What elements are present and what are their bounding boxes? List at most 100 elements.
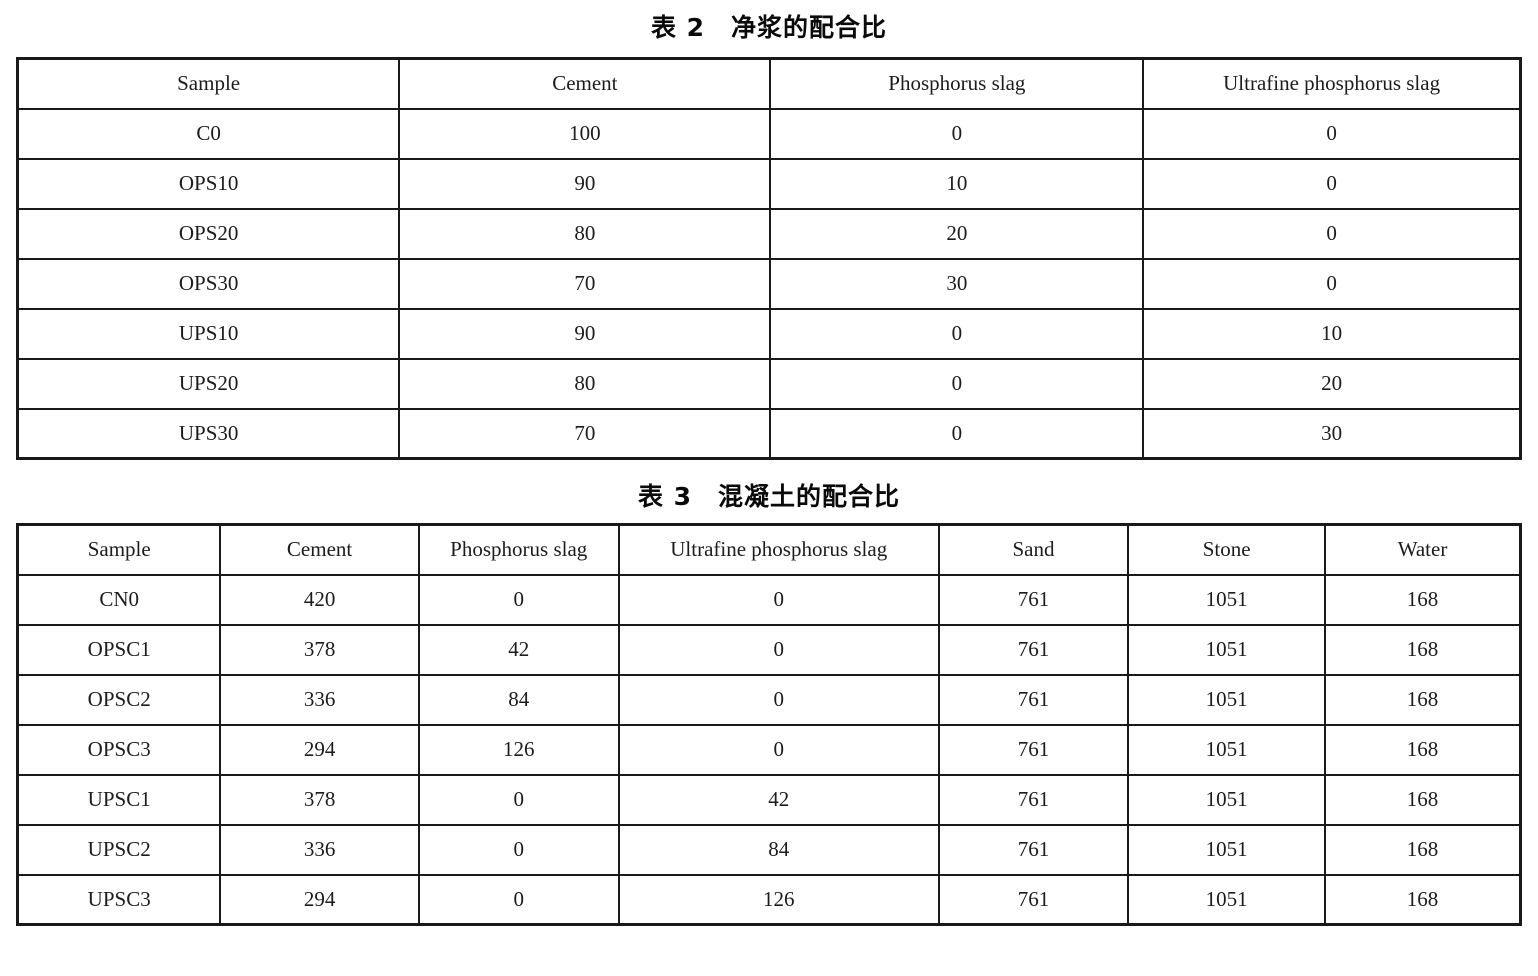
table-row: UPS20 80 0 20: [16, 357, 1522, 410]
table-cell: 42: [617, 773, 940, 826]
table-cell: UPS10: [16, 307, 401, 360]
table-row: OPSC2 336 84 0 761 1051 168: [16, 673, 1522, 726]
table-cell: 0: [417, 823, 620, 876]
table-cell: 0: [617, 573, 940, 626]
table-cell: 1051: [1127, 573, 1327, 626]
table-cell: 80: [398, 357, 772, 410]
table-cell: CN0: [16, 573, 222, 626]
table2-header-row: Sample Cement Phosphorus slag Ultrafine pho…: [16, 57, 1522, 110]
table-cell: 294: [219, 723, 420, 776]
table-cell: 0: [769, 307, 1145, 360]
table-cell: OPSC1: [16, 623, 222, 676]
table-cell: 0: [769, 107, 1145, 160]
table-cell: UPS30: [16, 407, 401, 460]
table-cell: 761: [937, 823, 1130, 876]
table-cell: 84: [417, 673, 620, 726]
table-cell: OPS30: [16, 257, 401, 310]
table-row: UPSC1 378 0 42 761 1051 168: [16, 773, 1522, 826]
table-cell: 80: [398, 207, 772, 260]
table-row: UPS30 70 0 30: [16, 407, 1522, 460]
table-cell: UPS20: [16, 357, 401, 410]
table-cell: 761: [937, 873, 1130, 926]
table-cell: 30: [1142, 407, 1522, 460]
table-row: C0 100 0 0: [16, 107, 1522, 160]
table-cell: 0: [417, 873, 620, 926]
table-cell: 168: [1324, 623, 1522, 676]
table-row: UPS10 90 0 10: [16, 307, 1522, 360]
table-cell: OPSC3: [16, 723, 222, 776]
table-cell: 0: [1142, 257, 1522, 310]
table-cell: 0: [617, 673, 940, 726]
table-cell: 20: [1142, 357, 1522, 410]
table-cell: 168: [1324, 673, 1522, 726]
table-row: UPSC2 336 0 84 761 1051 168: [16, 823, 1522, 876]
table-cell: 168: [1324, 823, 1522, 876]
table-cell: 0: [617, 723, 940, 776]
table-cell: 0: [1142, 157, 1522, 210]
table-cell: 90: [398, 307, 772, 360]
table-cell: 336: [219, 823, 420, 876]
table-cell: 1051: [1127, 623, 1327, 676]
table-cell: 761: [937, 773, 1130, 826]
column-header: Cement: [398, 57, 772, 110]
column-header: Stone: [1127, 523, 1327, 576]
column-header: Sample: [16, 523, 222, 576]
table-cell: 42: [417, 623, 620, 676]
table-cell: 0: [1142, 107, 1522, 160]
table-cell: 0: [1142, 207, 1522, 260]
table-row: OPS30 70 30 0: [16, 257, 1522, 310]
table-cell: 168: [1324, 723, 1522, 776]
table-cell: 761: [937, 623, 1130, 676]
paste-mix-proportion-table: Sample Cement Phosphorus slag Ultrafine pho…: [16, 57, 1522, 460]
table-cell: 168: [1324, 573, 1522, 626]
table-cell: 10: [769, 157, 1145, 210]
table-cell: 0: [769, 407, 1145, 460]
table-row: CN0 420 0 0 761 1051 168: [16, 573, 1522, 626]
table-cell: 70: [398, 257, 772, 310]
table-cell: 168: [1324, 873, 1522, 926]
table-cell: 70: [398, 407, 772, 460]
table-row: OPS10 90 10 0: [16, 157, 1522, 210]
table-cell: 1051: [1127, 673, 1327, 726]
table-row: UPSC3 294 0 126 761 1051 168: [16, 873, 1522, 926]
table-cell: 0: [417, 773, 620, 826]
table-cell: 10: [1142, 307, 1522, 360]
column-header: Phosphorus slag: [417, 523, 620, 576]
column-header: Water: [1324, 523, 1522, 576]
table-row: OPS20 80 20 0: [16, 207, 1522, 260]
table-row: OPSC1 378 42 0 761 1051 168: [16, 623, 1522, 676]
table-row: OPSC3 294 126 0 761 1051 168: [16, 723, 1522, 776]
column-header: Sand: [937, 523, 1130, 576]
table-cell: 0: [417, 573, 620, 626]
table2-caption: 表 2 净浆的配合比: [650, 13, 888, 42]
table-cell: OPS10: [16, 157, 401, 210]
table-cell: 378: [219, 773, 420, 826]
table-cell: UPSC3: [16, 873, 222, 926]
table-cell: C0: [16, 107, 401, 160]
table-cell: 0: [617, 623, 940, 676]
column-header: Sample: [16, 57, 401, 110]
table3-header-row: Sample Cement Phosphorus slag Ultrafine pho…: [16, 523, 1522, 576]
column-header: Ultrafine phosphorus slag: [617, 523, 940, 576]
table-cell: 1051: [1127, 773, 1327, 826]
table-cell: OPS20: [16, 207, 401, 260]
table-cell: 761: [937, 573, 1130, 626]
table-cell: 100: [398, 107, 772, 160]
column-header: Cement: [219, 523, 420, 576]
table-cell: OPSC2: [16, 673, 222, 726]
table-cell: 20: [769, 207, 1145, 260]
table-cell: 0: [769, 357, 1145, 410]
table3-caption: 表 3 混凝土的配合比: [637, 482, 901, 511]
table-cell: 378: [219, 623, 420, 676]
concrete-mix-proportion-table: Sample Cement Phosphorus slag Ultrafine pho…: [16, 523, 1522, 926]
table-cell: 90: [398, 157, 772, 210]
table-cell: 84: [617, 823, 940, 876]
table-cell: 1051: [1127, 873, 1327, 926]
column-header: Ultrafine phosphorus slag: [1142, 57, 1522, 110]
table-cell: 761: [937, 723, 1130, 776]
table-cell: UPSC2: [16, 823, 222, 876]
table-cell: 294: [219, 873, 420, 926]
column-header: Phosphorus slag: [769, 57, 1145, 110]
table-cell: 168: [1324, 773, 1522, 826]
